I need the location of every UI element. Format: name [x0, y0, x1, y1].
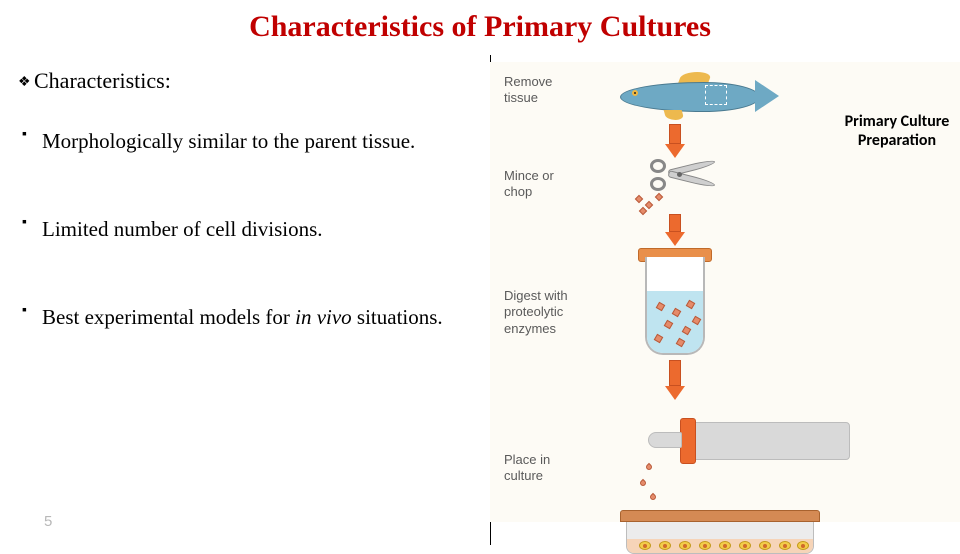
- bullet-item: Best experimental models for in vivo sit…: [18, 298, 480, 338]
- fish-icon: [610, 70, 790, 122]
- page-number: 5: [44, 513, 52, 530]
- diagram-caption: Primary Culture Preparation: [842, 112, 952, 150]
- step-label-digest: Digest withproteolyticenzymes: [504, 288, 568, 337]
- left-column: Characteristics: Morphologically similar…: [0, 62, 490, 522]
- characteristics-heading: Characteristics:: [18, 68, 480, 94]
- arrow-icon: [669, 214, 681, 232]
- pipette-icon: [666, 410, 846, 474]
- bullet-item: Limited number of cell divisions.: [18, 210, 480, 250]
- arrow-icon: [669, 124, 681, 144]
- step-label-mince: Mince orchop: [504, 168, 554, 201]
- bullet-item: Morphologically similar to the parent ti…: [18, 122, 480, 162]
- step-label-place: Place inculture: [504, 452, 550, 485]
- bullet-text-italic: in vivo: [295, 305, 352, 329]
- droplet-icon: [649, 493, 657, 501]
- content-row: Characteristics: Morphologically similar…: [0, 62, 960, 522]
- arrow-head-icon: [665, 232, 685, 246]
- bullet-text-prefix: Best experimental models for: [42, 305, 295, 329]
- droplet-icon: [639, 479, 647, 487]
- test-tube-icon: [645, 257, 705, 355]
- right-column: Primary Culture Preparation Removetissue…: [490, 62, 960, 522]
- diagram: Removetissue Mince orchop Digest withpro…: [490, 62, 830, 542]
- arrow-head-icon: [665, 144, 685, 158]
- culture-dish-icon: [620, 510, 820, 554]
- bullet-text: Morphologically similar to the parent ti…: [42, 129, 415, 153]
- slide-title: Characteristics of Primary Cultures: [0, 0, 960, 44]
- heading-text: Characteristics:: [34, 68, 171, 93]
- arrow-icon: [669, 360, 681, 386]
- droplet-icon: [645, 463, 653, 471]
- bullet-text-suffix: situations.: [352, 305, 443, 329]
- bullet-text: Limited number of cell divisions.: [42, 217, 323, 241]
- arrow-head-icon: [665, 386, 685, 400]
- step-label-remove: Removetissue: [504, 74, 552, 107]
- diamond-bullet-icon: [18, 78, 28, 88]
